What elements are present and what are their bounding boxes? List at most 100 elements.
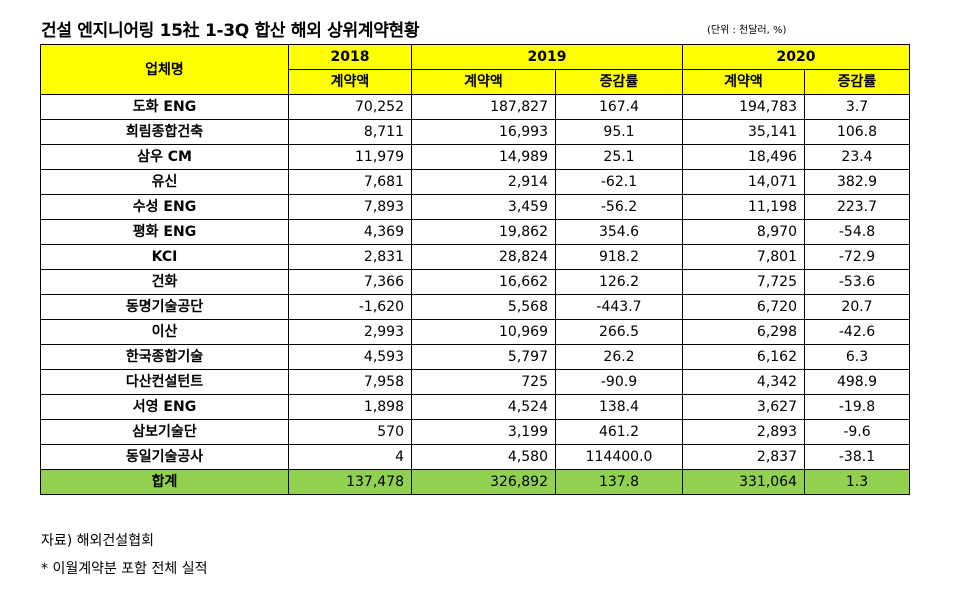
- rate-2020-cell: -54.8: [804, 219, 910, 245]
- company-name-cell: 삼보기술단: [40, 419, 289, 445]
- table-row: 건화 7,366 16,662 126.2 7,725 -53.6: [40, 269, 910, 295]
- amount-2020-cell: 35,141: [682, 119, 805, 145]
- amount-2019-cell: 5,797: [411, 344, 556, 370]
- amount-2020-cell: 2,837: [682, 444, 805, 470]
- table-row: 동명기술공단 -1,620 5,568 -443.7 6,720 20.7: [40, 294, 910, 320]
- rate-2019-cell: 918.2: [555, 244, 683, 270]
- rate-2019-cell: 26.2: [555, 344, 683, 370]
- rate-2020-cell: -72.9: [804, 244, 910, 270]
- company-name-cell: 한국종합기술: [40, 344, 289, 370]
- source-note: 자료) 해외건설협회: [41, 533, 154, 549]
- amount-2018-cell: 7,958: [288, 369, 412, 395]
- amount-2018-cell: 2,831: [288, 244, 412, 270]
- header-company: 업체명: [40, 44, 289, 95]
- rate-2019-cell: 126.2: [555, 269, 683, 295]
- amount-2018-cell: 2,993: [288, 319, 412, 345]
- rate-2020-cell: -19.8: [804, 394, 910, 420]
- rate-2019-cell: 95.1: [555, 119, 683, 145]
- rate-2019-cell: 167.4: [555, 94, 683, 120]
- company-name-cell: 도화 ENG: [40, 94, 289, 120]
- amount-2019-cell: 16,662: [411, 269, 556, 295]
- contract-table: 업체명 2018 2019 2020 계약액 계약액 증감률 계약액 증감률 도…: [40, 44, 910, 495]
- rate-2020-cell: 23.4: [804, 144, 910, 170]
- table-row: 동일기술공사 4 4,580 114400.0 2,837 -38.1: [40, 444, 910, 470]
- amount-2018-cell: 1,898: [288, 394, 412, 420]
- amount-2019-cell: 2,914: [411, 169, 556, 195]
- rate-2020-cell: -9.6: [804, 419, 910, 445]
- header-2020-amount: 계약액: [682, 69, 805, 95]
- footnote: * 이월계약분 포함 전체 실적: [41, 561, 208, 577]
- rate-2020-cell: -53.6: [804, 269, 910, 295]
- amount-2018-cell: 4,369: [288, 219, 412, 245]
- amount-2018-cell: 8,711: [288, 119, 412, 145]
- rate-2019-cell: 114400.0: [555, 444, 683, 470]
- amount-2018-cell: 137,478: [288, 469, 412, 495]
- amount-2020-cell: 331,064: [682, 469, 805, 495]
- amount-2018-cell: 11,979: [288, 144, 412, 170]
- amount-2020-cell: 4,342: [682, 369, 805, 395]
- amount-2020-cell: 2,893: [682, 419, 805, 445]
- amount-2018-cell: 7,681: [288, 169, 412, 195]
- rate-2020-cell: 498.9: [804, 369, 910, 395]
- header-2020-rate: 증감률: [804, 69, 910, 95]
- rate-2020-cell: 1.3: [804, 469, 910, 495]
- table-row: 한국종합기술 4,593 5,797 26.2 6,162 6.3: [40, 344, 910, 370]
- amount-2019-cell: 187,827: [411, 94, 556, 120]
- rate-2020-cell: 106.8: [804, 119, 910, 145]
- table-row: 삼보기술단 570 3,199 461.2 2,893 -9.6: [40, 419, 910, 445]
- table-row: 다산컨설턴트 7,958 725 -90.9 4,342 498.9: [40, 369, 910, 395]
- amount-2019-cell: 10,969: [411, 319, 556, 345]
- table-row: 평화 ENG 4,369 19,862 354.6 8,970 -54.8: [40, 219, 910, 245]
- total-row: 합계 137,478 326,892 137.8 331,064 1.3: [40, 469, 910, 495]
- amount-2018-cell: 570: [288, 419, 412, 445]
- amount-2018-cell: 4: [288, 444, 412, 470]
- company-name-cell: 희림종합건축: [40, 119, 289, 145]
- rate-2019-cell: -56.2: [555, 194, 683, 220]
- rate-2020-cell: 6.3: [804, 344, 910, 370]
- company-name-cell: KCI: [40, 244, 289, 270]
- rate-2020-cell: 223.7: [804, 194, 910, 220]
- company-name-cell: 유신: [40, 169, 289, 195]
- company-name-cell: 수성 ENG: [40, 194, 289, 220]
- amount-2020-cell: 18,496: [682, 144, 805, 170]
- table-row: 도화 ENG 70,252 187,827 167.4 194,783 3.7: [40, 94, 910, 120]
- rate-2019-cell: 25.1: [555, 144, 683, 170]
- amount-2019-cell: 16,993: [411, 119, 556, 145]
- amount-2019-cell: 326,892: [411, 469, 556, 495]
- company-name-cell: 서영 ENG: [40, 394, 289, 420]
- amount-2020-cell: 6,720: [682, 294, 805, 320]
- company-name-cell: 동일기술공사: [40, 444, 289, 470]
- rate-2019-cell: -62.1: [555, 169, 683, 195]
- header-year-2019: 2019: [411, 44, 683, 70]
- table-row: 서영 ENG 1,898 4,524 138.4 3,627 -19.8: [40, 394, 910, 420]
- company-name-cell: 합계: [40, 469, 289, 495]
- amount-2020-cell: 6,298: [682, 319, 805, 345]
- amount-2019-cell: 5,568: [411, 294, 556, 320]
- table-row: 유신 7,681 2,914 -62.1 14,071 382.9: [40, 169, 910, 195]
- rate-2020-cell: -38.1: [804, 444, 910, 470]
- amount-2019-cell: 19,862: [411, 219, 556, 245]
- header-2018-amount: 계약액: [288, 69, 412, 95]
- rate-2020-cell: -42.6: [804, 319, 910, 345]
- company-name-cell: 이산: [40, 319, 289, 345]
- table-row: 수성 ENG 7,893 3,459 -56.2 11,198 223.7: [40, 194, 910, 220]
- amount-2020-cell: 7,725: [682, 269, 805, 295]
- unit-label: (단위 : 천달러, %): [707, 25, 787, 36]
- amount-2018-cell: 7,366: [288, 269, 412, 295]
- amount-2018-cell: 7,893: [288, 194, 412, 220]
- amount-2020-cell: 194,783: [682, 94, 805, 120]
- rate-2020-cell: 382.9: [804, 169, 910, 195]
- amount-2018-cell: -1,620: [288, 294, 412, 320]
- header-year-2018: 2018: [288, 44, 412, 70]
- amount-2019-cell: 3,459: [411, 194, 556, 220]
- table-row: 이산 2,993 10,969 266.5 6,298 -42.6: [40, 319, 910, 345]
- rate-2020-cell: 3.7: [804, 94, 910, 120]
- company-name-cell: 동명기술공단: [40, 294, 289, 320]
- amount-2019-cell: 725: [411, 369, 556, 395]
- page-title: 건설 엔지니어링 15社 1-3Q 합산 해외 상위계약현황: [41, 21, 420, 41]
- amount-2020-cell: 14,071: [682, 169, 805, 195]
- rate-2019-cell: 137.8: [555, 469, 683, 495]
- rate-2019-cell: 138.4: [555, 394, 683, 420]
- amount-2019-cell: 28,824: [411, 244, 556, 270]
- table-row: KCI 2,831 28,824 918.2 7,801 -72.9: [40, 244, 910, 270]
